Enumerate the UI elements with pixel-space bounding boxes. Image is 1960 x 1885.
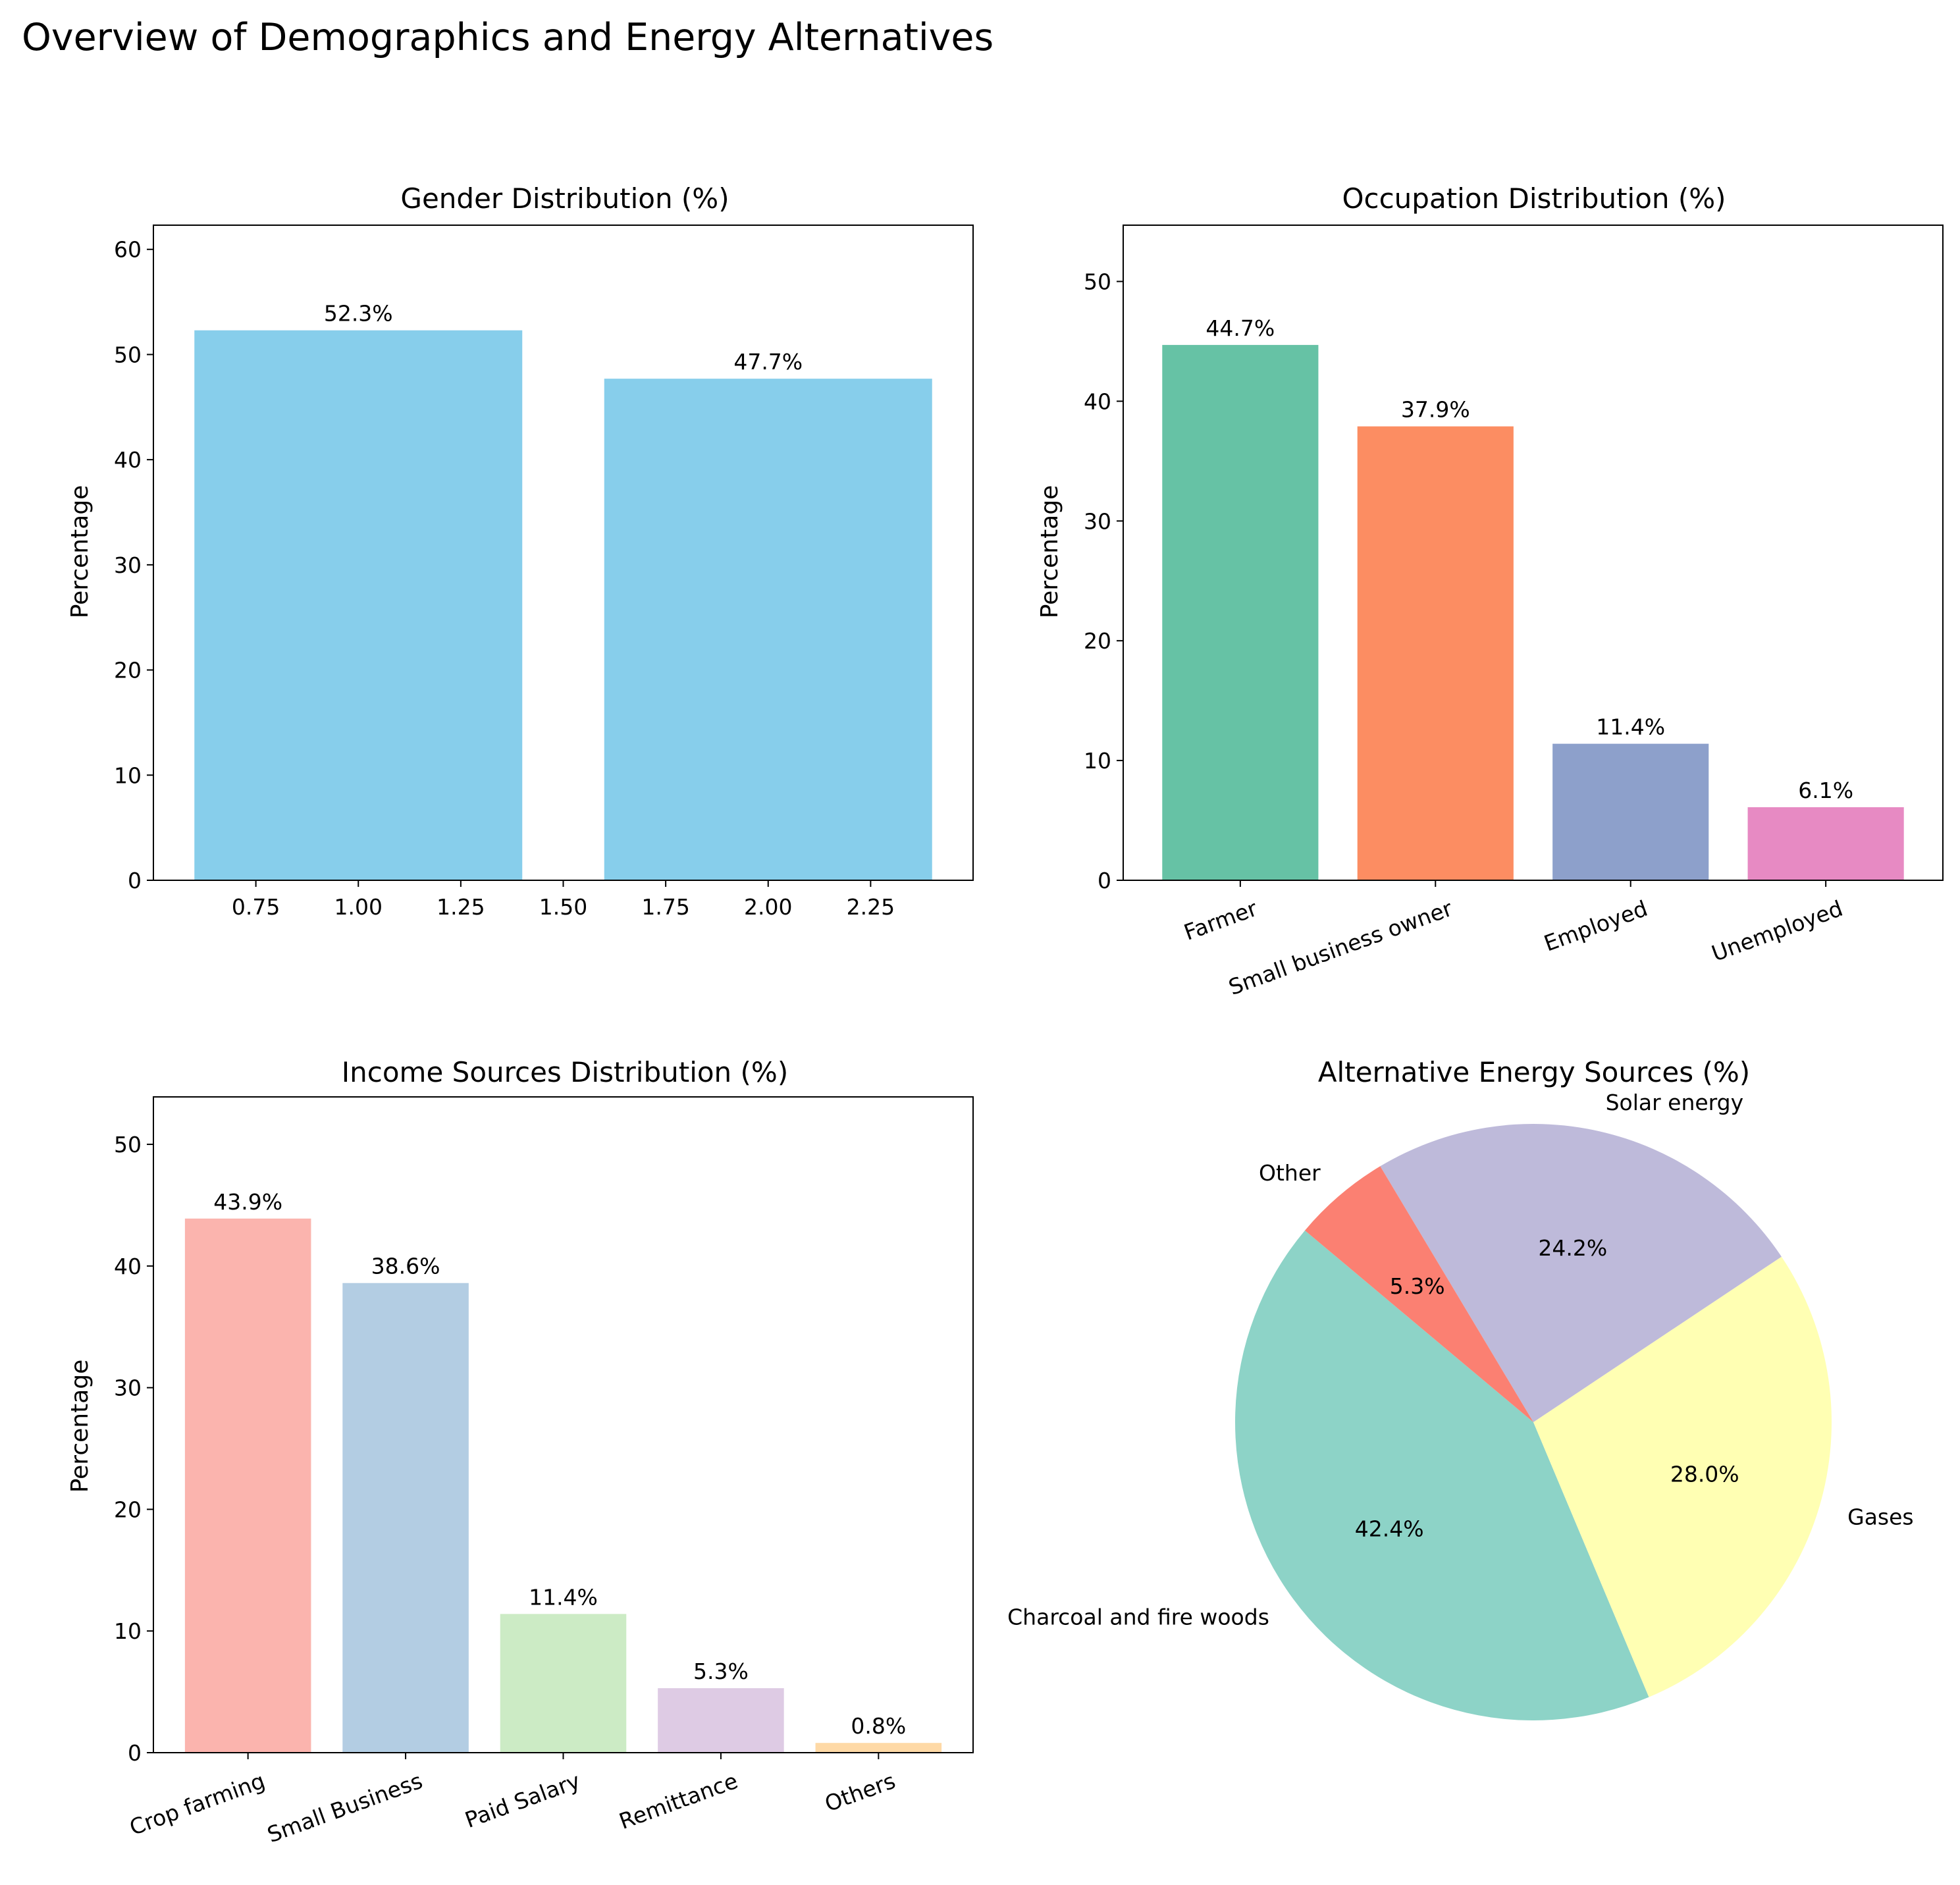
pie-slice xyxy=(1304,1166,1533,1422)
energy-pie-title: Alternative Energy Sources (%) xyxy=(1318,1056,1750,1088)
figure-title: Overview of Demographics and Energy Alte… xyxy=(22,16,993,59)
bar-value-label: 52.3% xyxy=(324,301,393,327)
y-tick-label: 0 xyxy=(128,1740,142,1766)
bar-value-label: 0.8% xyxy=(851,1713,906,1739)
gender-chart: Gender Distribution (%) Percentage 0 10 20… xyxy=(66,182,974,920)
y-tick-label: 50 xyxy=(1084,269,1111,294)
bar xyxy=(1162,344,1319,880)
bar-value-label: 44.7% xyxy=(1205,315,1275,341)
y-tick-label: 30 xyxy=(114,552,142,578)
x-tick-label: Farmer xyxy=(1180,895,1261,945)
y-tick-label: 20 xyxy=(114,1497,142,1522)
bar-value-label: 43.9% xyxy=(213,1189,282,1215)
energy-pie-chart: Alternative Energy Sources (%) 42.4% Char… xyxy=(1007,1056,1914,1720)
y-tick-label: 40 xyxy=(1084,388,1111,414)
pie-category-label: Gases xyxy=(1847,1504,1913,1530)
x-tick-label: Crop farming xyxy=(126,1768,269,1840)
bar-value-label: 38.6% xyxy=(371,1254,440,1279)
y-tick-label: 10 xyxy=(114,762,142,788)
income-chart-ylabel: Percentage xyxy=(66,1360,93,1493)
y-tick-label: 30 xyxy=(114,1375,142,1401)
x-tick-label: Others xyxy=(822,1768,899,1817)
bar xyxy=(815,1743,942,1753)
x-tick-label: Small Business xyxy=(264,1768,426,1847)
y-tick-label: 60 xyxy=(114,237,142,263)
y-tick-label: 30 xyxy=(1084,508,1111,534)
bar-value-label: 11.4% xyxy=(1596,714,1665,740)
axes-frame-top xyxy=(153,1096,974,1753)
x-tick-label: 0.75 xyxy=(232,894,280,920)
y-tick-label: 10 xyxy=(1084,748,1111,774)
x-tick-label: Small business owner xyxy=(1225,895,1456,1000)
bar xyxy=(184,1218,311,1753)
y-tick-label: 40 xyxy=(114,1254,142,1279)
y-tick-label: 50 xyxy=(114,1132,142,1157)
bar-value-label: 37.9% xyxy=(1401,397,1470,423)
pie-slice xyxy=(1533,1256,1832,1697)
bar-value-label: 47.7% xyxy=(733,349,803,375)
bar xyxy=(1747,807,1904,880)
pie-slice xyxy=(1235,1230,1649,1720)
axes-frame-top xyxy=(153,225,974,881)
y-tick-label: 40 xyxy=(114,447,142,473)
occupation-chart-title: Occupation Distribution (%) xyxy=(1342,182,1726,215)
pie-slice xyxy=(1380,1124,1782,1422)
y-tick-label: 20 xyxy=(114,658,142,683)
x-tick-label: 1.50 xyxy=(539,894,587,920)
x-tick-label: Employed xyxy=(1541,895,1651,957)
y-tick-label: 20 xyxy=(1084,628,1111,654)
x-tick-label: Unemployed xyxy=(1708,895,1846,967)
bar xyxy=(604,379,932,880)
gender-chart-ylabel: Percentage xyxy=(66,485,93,619)
pie-category-label: Charcoal and fire woods xyxy=(1007,1605,1269,1630)
x-tick-label: 2.25 xyxy=(847,894,895,920)
bar xyxy=(500,1614,627,1753)
occupation-chart: Occupation Distribution (%) Percentage 0… xyxy=(1036,182,1944,1000)
occupation-chart-ylabel: Percentage xyxy=(1036,485,1063,619)
pie-pct-label: 42.4% xyxy=(1355,1516,1424,1541)
y-tick-label: 50 xyxy=(114,342,142,367)
gender-chart-title: Gender Distribution (%) xyxy=(400,182,729,215)
bar-value-label: 6.1% xyxy=(1798,778,1853,803)
income-chart-title: Income Sources Distribution (%) xyxy=(342,1056,788,1088)
axes-frame-top xyxy=(1123,225,1944,881)
y-tick-label: 0 xyxy=(1098,868,1111,893)
bar-value-label: 11.4% xyxy=(529,1584,598,1610)
x-tick-label: 2.00 xyxy=(744,894,792,920)
x-tick-label: 1.25 xyxy=(437,894,485,920)
x-tick-label: Remittance xyxy=(616,1768,741,1834)
bar xyxy=(342,1283,469,1753)
y-tick-label: 10 xyxy=(114,1618,142,1644)
pie-pct-label: 24.2% xyxy=(1538,1235,1607,1261)
pie-pct-label: 28.0% xyxy=(1670,1461,1739,1487)
y-tick-label: 0 xyxy=(128,868,142,893)
pie-category-label: Other xyxy=(1259,1160,1321,1186)
pie-pct-label: 5.3% xyxy=(1390,1273,1445,1299)
bar xyxy=(658,1688,784,1753)
x-tick-label: Paid Salary xyxy=(462,1768,583,1833)
bar xyxy=(1357,426,1514,880)
bar xyxy=(1552,743,1709,880)
x-tick-label: 1.75 xyxy=(641,894,689,920)
income-chart: Income Sources Distribution (%) Percenta… xyxy=(66,1056,974,1847)
bar-value-label: 5.3% xyxy=(693,1659,749,1684)
pie-category-label: Solar energy xyxy=(1606,1090,1744,1115)
bar xyxy=(194,330,523,881)
x-tick-label: 1.00 xyxy=(334,894,383,920)
